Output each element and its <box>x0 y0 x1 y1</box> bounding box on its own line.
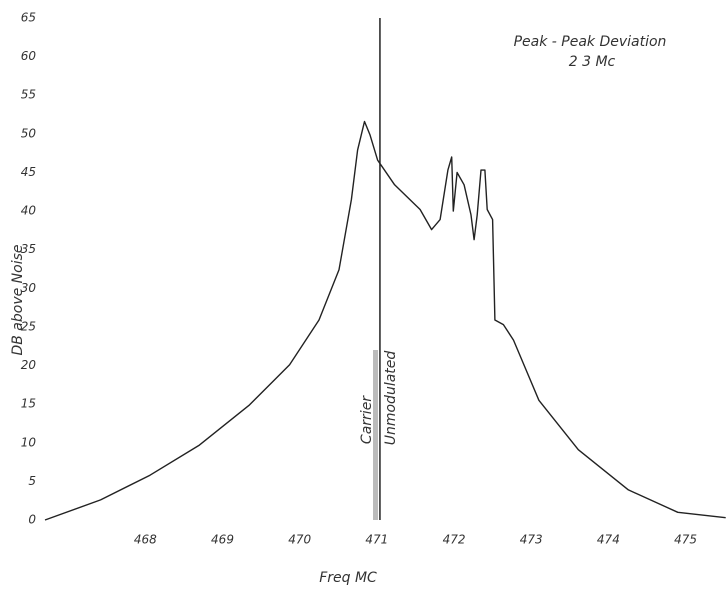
x-tick-label: 473 <box>520 533 543 547</box>
x-tick-label: 474 <box>597 533 620 547</box>
y-tick-label: 30 <box>21 281 37 295</box>
x-axis-label: Freq MC <box>319 570 377 586</box>
y-tick-label: 20 <box>21 358 37 372</box>
y-tick-label: 50 <box>21 126 37 140</box>
y-tick-label: 0 <box>28 513 36 527</box>
carrier-label: Unmodulated <box>383 351 399 446</box>
x-tick-label: 469 <box>211 533 234 547</box>
y-tick-label: 5 <box>28 474 36 488</box>
x-tick-label: 468 <box>134 533 157 547</box>
y-tick-label: 15 <box>21 397 36 411</box>
shading <box>373 350 378 520</box>
x-tick-label: 472 <box>443 533 466 547</box>
y-axis-label: DB above Noise <box>10 244 26 355</box>
y-tick-label: 35 <box>21 242 36 256</box>
annotation: Peak - Peak Deviation <box>514 34 667 50</box>
y-tick-label: 45 <box>21 165 36 179</box>
data-line <box>44 120 726 521</box>
y-tick-label: 25 <box>21 319 36 333</box>
y-tick-label: 55 <box>21 88 36 102</box>
x-tick-label: 470 <box>288 533 311 547</box>
y-tick-label: 60 <box>21 49 37 63</box>
x-tick-label: 475 <box>674 533 697 547</box>
y-tick-label: 65 <box>21 11 36 25</box>
y-tick-label: 10 <box>21 435 37 449</box>
annotation: 2 3 Mc <box>569 54 616 70</box>
x-tick-label: 471 <box>365 533 388 547</box>
carrier-label: Carrier <box>359 395 375 444</box>
y-tick-label: 40 <box>21 204 37 218</box>
